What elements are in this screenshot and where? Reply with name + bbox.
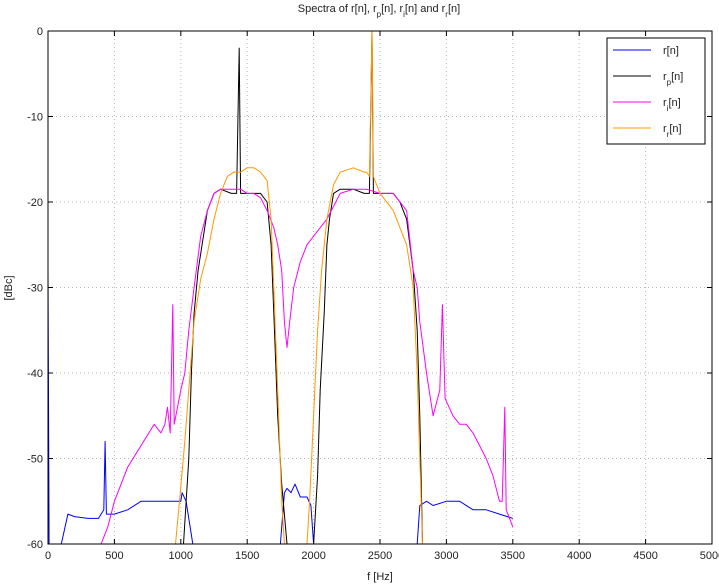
y-tick-label: -30 [27,283,43,295]
y-axis-label: [dBc] [3,275,15,300]
legend-box [606,37,706,145]
x-tick-label: 3000 [434,550,458,562]
y-tick-label: -60 [27,539,43,551]
grid [48,31,712,544]
x-axis-label: f [Hz] [367,571,393,583]
y-tick-label: -50 [27,454,43,466]
series-line-3 [100,188,514,545]
legend-label: rr[n] [663,123,682,139]
x-tick-label: 4500 [633,550,657,562]
y-tick-label: -10 [27,112,43,124]
x-tick-label: 2500 [368,550,392,562]
x-tick-label: 2000 [301,550,325,562]
x-tick-label: 1000 [169,550,193,562]
x-tick-label: 3500 [501,550,525,562]
legend-label: ri[n] [663,97,681,113]
x-tick-label: 4000 [567,550,591,562]
legend: r[n] rp[n] ri[n] rr[n] [606,37,706,145]
y-tick-label: 0 [37,26,43,38]
x-tick-label: 500 [105,550,123,562]
x-tick-label: 1500 [235,550,259,562]
legend-label: rp[n] [663,71,683,87]
ticks: 0 500 1000 1500 2000 2500 3000 3500 4000 4500 500 0… [27,26,719,562]
y-tick-label: -40 [27,368,43,380]
chart-title: Spectra of r[n], rp[n], ri[n] and rr[n] [298,3,460,19]
x-tick-label: 0 [45,550,51,562]
legend-label: r[n] [663,45,679,57]
y-tick-label: -20 [27,197,43,209]
